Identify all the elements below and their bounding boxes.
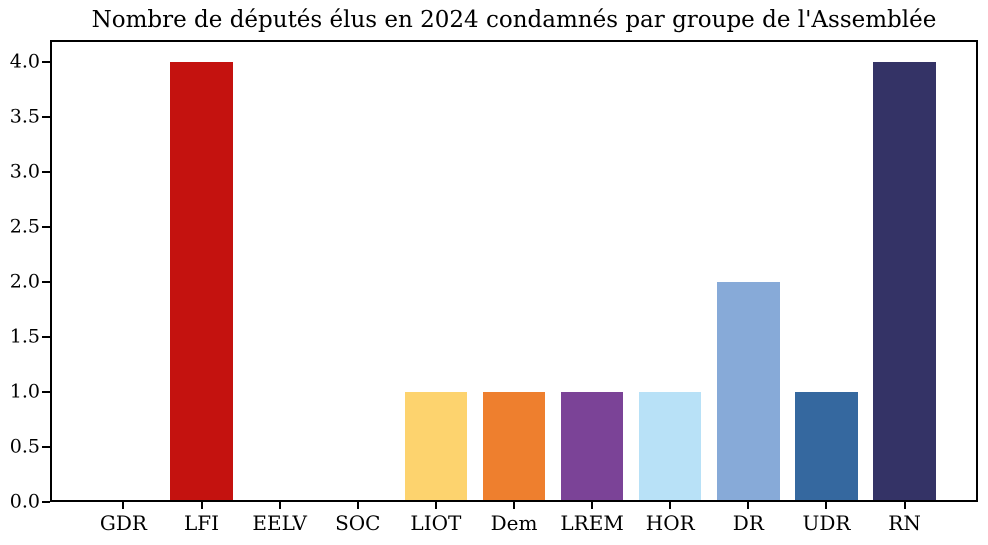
y-tick-mark <box>42 501 50 503</box>
y-tick-mark <box>42 226 50 228</box>
x-tick-label-eelv: EELV <box>252 511 307 535</box>
y-tick-label: 2.5 <box>9 215 40 238</box>
x-tick-label-soc: SOC <box>335 511 381 535</box>
y-tick-label: 3.5 <box>9 105 40 128</box>
x-tick-label-udr: UDR <box>802 511 851 535</box>
x-tick-mark <box>513 502 515 509</box>
y-tick-label: 1.0 <box>9 380 40 403</box>
y-tick-mark <box>42 336 50 338</box>
y-tick-mark <box>42 446 50 448</box>
bar-rn <box>873 62 936 502</box>
x-tick-mark <box>591 502 594 509</box>
x-tick-label-lfi: LFI <box>184 511 220 535</box>
x-tick-label-hor: HOR <box>645 511 695 535</box>
x-tick-label-lrem: LREM <box>560 511 624 535</box>
bar-dem <box>482 392 546 502</box>
x-tick-mark <box>434 502 437 509</box>
y-tick-mark <box>42 281 50 283</box>
x-tick-mark <box>669 502 672 509</box>
x-tick-mark <box>278 502 281 509</box>
x-tick-label-dem: Dem <box>490 511 538 535</box>
y-tick-label: 1.5 <box>9 325 40 348</box>
y-tick-mark <box>42 61 50 63</box>
x-tick-mark <box>200 502 203 509</box>
x-tick-mark <box>825 502 828 509</box>
x-tick-label-dr: DR <box>732 511 764 535</box>
x-tick-mark <box>903 502 906 509</box>
plot-area <box>50 40 978 502</box>
y-tick-mark <box>42 171 50 173</box>
x-tick-mark <box>747 502 750 509</box>
y-tick-label: 3.0 <box>9 160 40 183</box>
y-tick-label: 4.0 <box>9 50 40 73</box>
bar-dr <box>717 282 780 502</box>
y-tick-label: 0.5 <box>9 435 40 458</box>
chart-title: Nombre de députés élus en 2024 condamnés… <box>91 7 937 33</box>
y-tick-mark <box>42 391 50 393</box>
bar-hor <box>638 392 702 502</box>
x-tick-mark <box>122 502 125 509</box>
y-tick-label: 2.0 <box>9 270 40 293</box>
bar-lfi <box>170 62 233 502</box>
bar-udr <box>795 392 858 502</box>
y-tick-mark <box>42 116 50 118</box>
y-tick-label: 0.0 <box>9 490 40 513</box>
x-tick-label-liot: LIOT <box>410 511 462 535</box>
bar-liot <box>404 392 468 502</box>
x-tick-mark <box>356 502 359 509</box>
x-tick-label-gdr: GDR <box>99 511 147 535</box>
x-tick-label-rn: RN <box>888 511 921 535</box>
bar-lrem <box>560 392 624 502</box>
